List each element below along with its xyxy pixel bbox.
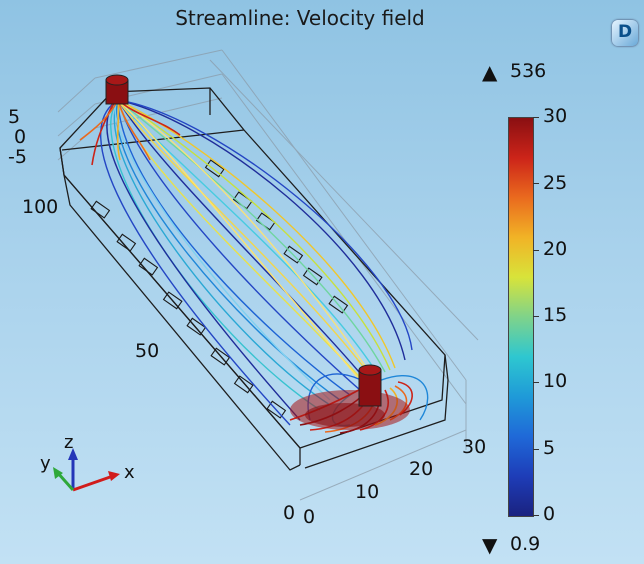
colorbar-label: 10 <box>543 370 568 392</box>
baffles <box>90 159 349 419</box>
z-tick-0: 0 <box>14 126 27 148</box>
colorbar-tick <box>533 382 539 383</box>
x-tick-0: 0 <box>303 506 316 528</box>
inlet-pipe <box>105 74 129 105</box>
x-tick-10: 10 <box>355 481 380 503</box>
colorbar-max-marker: 536 <box>510 60 547 82</box>
z-tick-5: 5 <box>8 106 21 128</box>
colorbar-tick <box>533 183 539 184</box>
y-tick-0: 0 <box>283 502 296 524</box>
z-tick-minus5: -5 <box>8 146 27 168</box>
colorbar-tick <box>533 316 539 317</box>
triad-label-z: z <box>64 432 74 453</box>
triad-label-x: x <box>124 462 135 483</box>
triad-label-y: y <box>40 453 51 474</box>
colorbar-label: 5 <box>543 437 556 459</box>
outlet-hotspot <box>290 390 410 430</box>
x-tick-30: 30 <box>462 436 487 458</box>
y-tick-100: 100 <box>22 196 59 218</box>
y-tick-50: 50 <box>135 340 160 362</box>
colorbar-tick <box>533 449 539 450</box>
plot-title: Streamline: Velocity field <box>175 6 425 30</box>
colorbar-label: 15 <box>543 304 568 326</box>
colorbar-label: 30 <box>543 105 568 127</box>
x-tick-20: 20 <box>409 458 434 480</box>
app-logo-icon[interactable] <box>612 20 638 46</box>
axis-grid <box>57 49 479 501</box>
outlet-pipe <box>358 364 382 407</box>
axis-triad <box>53 448 120 492</box>
colorbar <box>508 117 534 517</box>
min-triangle-icon: ▼ <box>482 533 498 557</box>
colorbar-tick <box>533 250 539 251</box>
colorbar-tick <box>533 515 539 516</box>
colorbar-tick <box>533 117 539 118</box>
colorbar-label: 25 <box>543 172 568 194</box>
colorbar-min-marker: 0.9 <box>510 533 541 555</box>
max-triangle-icon: ▲ <box>482 60 498 84</box>
colorbar-label: 20 <box>543 238 568 260</box>
colorbar-label: 0 <box>543 503 556 525</box>
